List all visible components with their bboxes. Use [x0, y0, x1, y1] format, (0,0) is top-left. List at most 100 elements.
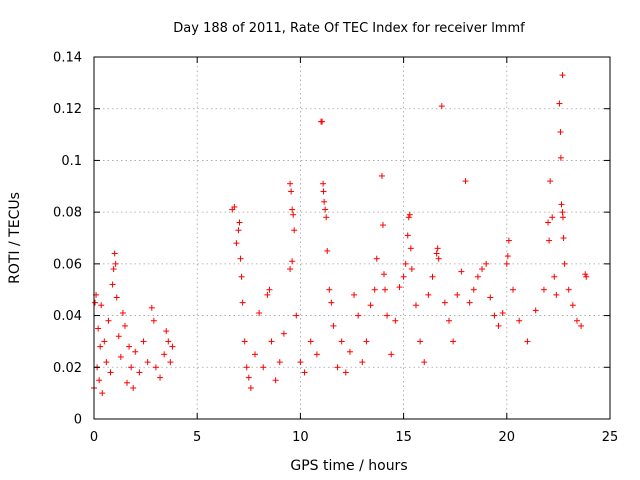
- data-point: [238, 273, 245, 280]
- data-point: [404, 232, 411, 239]
- data-point: [161, 351, 168, 358]
- data-point: [291, 227, 298, 234]
- y-tick-label: 0: [74, 413, 82, 428]
- data-point: [487, 294, 494, 301]
- y-tick-label: 0.12: [53, 102, 82, 117]
- data-point: [583, 273, 590, 280]
- data-point: [95, 325, 102, 332]
- x-axis-label: GPS time / hours: [290, 458, 407, 474]
- axis-ticks: 0 5 10 15 20 25 0 0.02 0.04 0.06 0.08 0.1 0.12 0.14: [53, 51, 618, 446]
- data-point: [245, 374, 252, 381]
- data-point: [557, 154, 564, 161]
- data-point: [558, 201, 565, 208]
- data-point: [144, 359, 151, 366]
- data-point: [565, 286, 572, 293]
- data-point: [289, 206, 296, 213]
- data-point: [288, 188, 295, 195]
- data-point: [499, 309, 506, 316]
- data-point: [470, 286, 477, 293]
- data-point: [297, 359, 304, 366]
- data-point: [121, 322, 128, 329]
- data-point: [319, 118, 326, 125]
- data-point: [559, 214, 566, 221]
- data-point: [237, 255, 244, 262]
- data-point: [132, 348, 139, 355]
- data-point: [479, 266, 486, 273]
- data-point: [378, 172, 385, 179]
- data-point: [434, 245, 441, 252]
- data-point: [458, 268, 465, 275]
- x-tick-label: 0: [90, 430, 98, 445]
- data-point: [287, 180, 294, 187]
- data-point: [379, 222, 386, 229]
- data-point: [307, 338, 314, 345]
- data-point: [113, 294, 120, 301]
- plot-frame: [93, 56, 611, 420]
- data-point: [559, 72, 566, 79]
- data-point: [540, 286, 547, 293]
- data-point: [293, 312, 300, 319]
- data-point: [516, 317, 523, 324]
- data-point: [136, 369, 143, 376]
- data-point: [323, 214, 330, 221]
- data-point: [96, 377, 103, 384]
- data-point: [569, 302, 576, 309]
- data-point: [561, 260, 568, 267]
- data-point: [98, 302, 105, 309]
- data-point: [504, 253, 511, 260]
- data-point: [546, 237, 553, 244]
- data-point: [406, 211, 413, 218]
- data-point: [324, 247, 331, 254]
- data-point: [97, 343, 104, 350]
- data-point: [152, 364, 159, 371]
- data-point: [367, 302, 374, 309]
- data-point: [301, 369, 308, 376]
- data-point: [435, 255, 442, 262]
- data-point: [247, 384, 254, 391]
- data-point: [103, 359, 110, 366]
- data-point: [167, 359, 174, 366]
- y-tick-label: 0.1: [61, 154, 82, 169]
- data-point: [392, 317, 399, 324]
- y-axis-label: ROTI / TECUs: [7, 192, 23, 284]
- data-point: [380, 271, 387, 278]
- data-point: [384, 312, 391, 319]
- data-point: [231, 203, 238, 210]
- data-point: [328, 299, 335, 306]
- x-tick-label: 10: [292, 430, 309, 445]
- grid-lines: [94, 57, 610, 419]
- data-point: [547, 178, 554, 185]
- data-point: [241, 338, 248, 345]
- data-point: [119, 309, 126, 316]
- data-point: [126, 343, 133, 350]
- data-point: [107, 369, 114, 376]
- data-point: [276, 359, 283, 366]
- data-point: [402, 260, 409, 267]
- data-point: [117, 353, 124, 360]
- data-point: [109, 281, 116, 288]
- data-point: [545, 219, 552, 226]
- data-point: [321, 198, 328, 205]
- data-point: [140, 338, 147, 345]
- data-point: [326, 286, 333, 293]
- data-point: [355, 312, 362, 319]
- data-point: [268, 338, 275, 345]
- data-point: [157, 374, 164, 381]
- data-point: [243, 364, 250, 371]
- data-point: [330, 322, 337, 329]
- data-point: [454, 291, 461, 298]
- data-point: [407, 245, 414, 252]
- data-point: [462, 178, 469, 185]
- data-point: [99, 390, 106, 397]
- data-point: [289, 258, 296, 265]
- data-point: [450, 338, 457, 345]
- data-point: [124, 379, 131, 386]
- data-point: [551, 273, 558, 280]
- data-point: [466, 299, 473, 306]
- data-point: [425, 291, 432, 298]
- data-point: [334, 364, 341, 371]
- data-point: [556, 100, 563, 107]
- y-tick-label: 0.02: [53, 361, 82, 376]
- data-point: [524, 338, 531, 345]
- data-points: [91, 72, 590, 397]
